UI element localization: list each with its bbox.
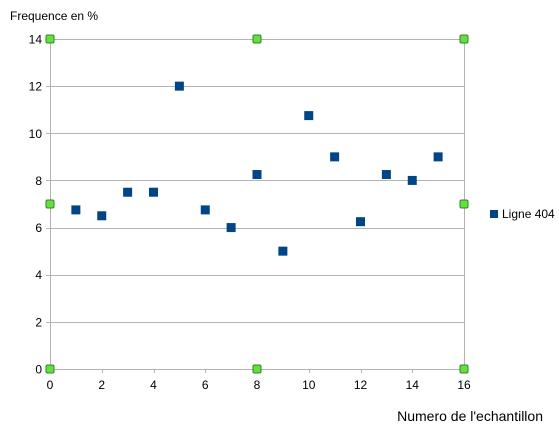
y-tick-label: 10 bbox=[29, 127, 43, 141]
data-point bbox=[433, 152, 443, 162]
data-point bbox=[252, 170, 262, 180]
gridlines bbox=[50, 39, 464, 370]
y-tick-label: 0 bbox=[35, 363, 42, 377]
selection-handle[interactable] bbox=[45, 364, 55, 374]
y-tick-label: 2 bbox=[35, 315, 42, 329]
x-tick-label: 16 bbox=[457, 378, 471, 392]
data-point bbox=[407, 175, 417, 185]
data-point bbox=[149, 187, 158, 197]
legend-marker bbox=[490, 210, 498, 218]
legend: Ligne 404 bbox=[490, 207, 555, 221]
y-tick-label: 4 bbox=[35, 268, 42, 282]
y-tick-label: 12 bbox=[29, 80, 43, 94]
data-point bbox=[200, 205, 210, 215]
x-axis-title: Numero de l'echantillon bbox=[397, 408, 543, 424]
selection-handles bbox=[45, 34, 469, 374]
selection-handle[interactable] bbox=[252, 364, 262, 374]
tick-labels: 0 2 4 6 8 10 12 14 0 2 4 6 8 10 12 14 16 bbox=[29, 33, 471, 393]
selection-handle[interactable] bbox=[459, 34, 469, 44]
x-tick-label: 6 bbox=[202, 378, 209, 392]
data-point bbox=[226, 223, 236, 233]
y-tick-label: 14 bbox=[29, 33, 43, 47]
selection-handle[interactable] bbox=[45, 34, 55, 44]
x-tick-label: 0 bbox=[47, 378, 54, 392]
data-point bbox=[304, 111, 314, 121]
data-point bbox=[123, 187, 133, 197]
selection-handle[interactable] bbox=[45, 199, 55, 209]
selection-handle[interactable] bbox=[459, 364, 469, 374]
y-axis-title: Frequence en % bbox=[10, 9, 99, 23]
data-point bbox=[381, 170, 391, 180]
legend-label: Ligne 404 bbox=[502, 207, 555, 221]
x-tick-label: 10 bbox=[302, 378, 316, 392]
data-point bbox=[356, 217, 365, 227]
data-point bbox=[174, 81, 184, 91]
selection-handle[interactable] bbox=[252, 34, 262, 44]
x-tick-label: 12 bbox=[354, 378, 368, 392]
y-tick-label: 6 bbox=[35, 221, 42, 235]
x-tick-label: 2 bbox=[98, 378, 105, 392]
data-point bbox=[278, 246, 288, 256]
data-point bbox=[71, 205, 81, 215]
x-tick-label: 4 bbox=[150, 378, 157, 392]
data-point bbox=[330, 152, 340, 162]
data-points bbox=[71, 81, 443, 256]
x-tick-label: 14 bbox=[406, 378, 420, 392]
selection-handle[interactable] bbox=[459, 199, 469, 209]
x-tick-label: 8 bbox=[254, 378, 261, 392]
y-tick-label: 8 bbox=[35, 174, 42, 188]
data-point bbox=[97, 211, 107, 221]
